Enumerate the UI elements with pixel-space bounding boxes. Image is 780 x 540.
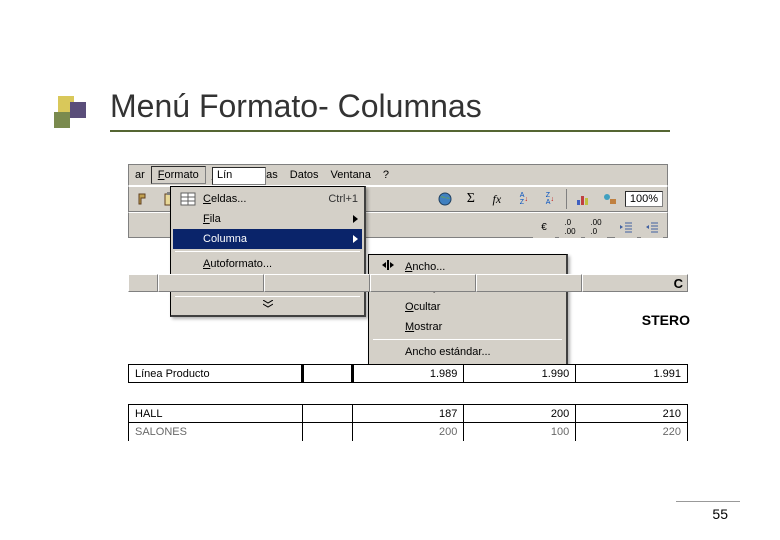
data-table: Línea Producto 1.989 1.990 1.991 HALL 18… (128, 364, 688, 441)
cell[interactable]: 1.990 (464, 365, 576, 383)
cell[interactable]: 210 (576, 405, 688, 423)
decimal-dec-icon[interactable]: .00.0 (585, 216, 607, 238)
chart-icon[interactable] (573, 188, 595, 210)
cell[interactable]: 220 (576, 423, 688, 441)
indent-inc-icon[interactable] (641, 216, 663, 238)
submenu-item-mostrar[interactable]: Mostrar (371, 317, 564, 337)
table-row[interactable]: SALONES 200 100 220 (129, 423, 688, 441)
menu-shortcut: Ctrl+1 (298, 193, 358, 205)
menu-item-label: Columna (199, 233, 353, 245)
width-icon (375, 260, 401, 274)
cell[interactable]: 200 (352, 423, 464, 441)
col-header[interactable] (370, 274, 476, 292)
formato-dropdown: Celdas... Ctrl+1 Fila Columna Autoformat… (170, 186, 366, 317)
menu-item-label: Mostrar (401, 321, 556, 333)
menu-expand-chevron[interactable] (173, 299, 362, 313)
column-headers: C (128, 274, 688, 292)
cell[interactable]: 1.991 (576, 365, 688, 383)
menu-item-label: Autoformato... (199, 258, 358, 270)
partial-text: C (674, 276, 683, 291)
menu-divider (373, 339, 562, 340)
menu-item-label: Ancho... (401, 261, 556, 273)
menu-item-label: Ocultar (401, 301, 556, 313)
currency-icon[interactable]: € (533, 216, 555, 238)
menu-divider (175, 296, 360, 297)
menu-formato[interactable]: Formato (151, 166, 206, 184)
menu-item-label: Ancho estándar... (401, 346, 556, 358)
menu-item-celdas[interactable]: Celdas... Ctrl+1 (173, 189, 362, 209)
cell[interactable]: Línea Producto (129, 365, 303, 383)
cell[interactable]: 200 (464, 405, 576, 423)
zoom-input[interactable]: 100% (625, 191, 663, 207)
menu-item-columna[interactable]: Columna (173, 229, 362, 249)
decimal-inc-icon[interactable]: .0.00 (559, 216, 581, 238)
format-painter-icon[interactable] (133, 188, 155, 210)
submenu-arrow-icon (353, 215, 358, 223)
menu-item-label: Fila (199, 213, 353, 225)
name-box[interactable]: Lín (212, 167, 266, 185)
cell[interactable]: HALL (129, 405, 303, 423)
globe-icon[interactable] (434, 188, 456, 210)
cell[interactable] (302, 423, 352, 441)
sort-az-icon[interactable]: AZ↓ (512, 188, 534, 210)
menu-datos[interactable]: Datos (284, 167, 325, 183)
columna-submenu: Ancho... Autoajustar a la selección Ocul… (368, 254, 568, 366)
excel-screenshot: ar Formato Herramientas Datos Ventana ? … (128, 164, 668, 484)
fx-icon[interactable]: fx (486, 188, 508, 210)
menu-item-autoformato[interactable]: Autoformato... (173, 254, 362, 274)
cell[interactable]: 187 (352, 405, 464, 423)
cell[interactable] (302, 365, 352, 383)
col-header[interactable] (158, 274, 264, 292)
menubar: ar Formato Herramientas Datos Ventana ? (128, 164, 668, 186)
table-row[interactable]: Línea Producto 1.989 1.990 1.991 (129, 365, 688, 383)
page-number-line (676, 501, 740, 502)
title-underline (110, 130, 670, 132)
col-header[interactable] (264, 274, 370, 292)
col-header[interactable] (128, 274, 158, 292)
cell[interactable]: 1.989 (352, 365, 464, 383)
col-header[interactable] (476, 274, 582, 292)
slide-bullet-icon (54, 92, 92, 130)
submenu-item-estandar[interactable]: Ancho estándar... (371, 342, 564, 362)
submenu-item-ocultar[interactable]: Ocultar (371, 297, 564, 317)
cell[interactable]: 100 (464, 423, 576, 441)
menu-item-fila[interactable]: Fila (173, 209, 362, 229)
col-header[interactable]: C (582, 274, 688, 292)
menubar-truncated: ar (131, 167, 151, 183)
spreadsheet-area: Línea Producto 1.989 1.990 1.991 HALL 18… (128, 364, 688, 441)
table-row[interactable]: HALL 187 200 210 (129, 405, 688, 423)
menu-ventana[interactable]: Ventana (325, 167, 377, 183)
menu-item-label: Celdas... (199, 193, 298, 205)
sort-za-icon[interactable]: ZA↓ (538, 188, 560, 210)
cells-icon (177, 192, 199, 206)
page-number: 55 (712, 506, 728, 522)
indent-dec-icon[interactable] (615, 216, 637, 238)
cell[interactable] (302, 405, 352, 423)
sigma-icon[interactable]: Σ (460, 188, 482, 210)
menu-help[interactable]: ? (377, 167, 395, 183)
spacer-row (129, 383, 688, 405)
cell[interactable]: SALONES (129, 423, 303, 441)
menu-divider (175, 251, 360, 252)
slide-title: Menú Formato- Columnas (110, 88, 482, 125)
truncated-header-text: STERO (642, 312, 690, 328)
submenu-arrow-icon (353, 235, 358, 243)
drawing-icon[interactable] (599, 188, 621, 210)
